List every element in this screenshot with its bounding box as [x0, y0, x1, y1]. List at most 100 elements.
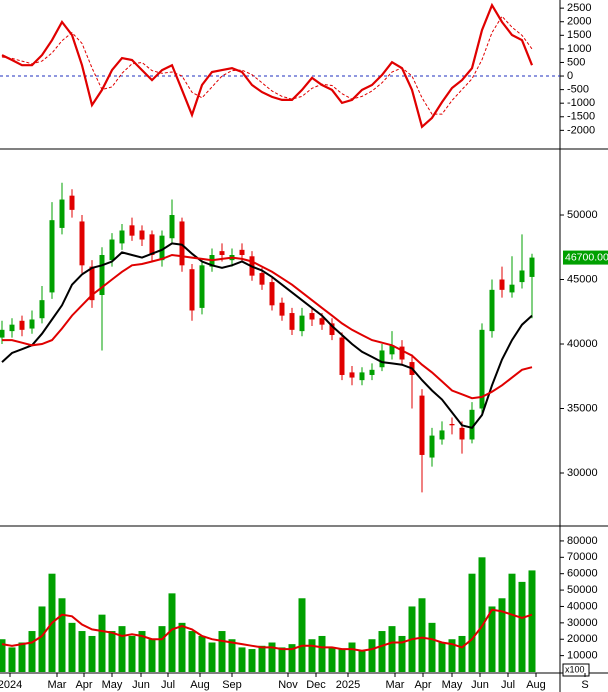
volume-bar [388, 626, 396, 672]
x-tick-label: Jun [471, 679, 489, 691]
candle-body [169, 215, 175, 239]
candle-body [359, 372, 365, 381]
candle-body [529, 257, 535, 277]
volume-bar [258, 645, 266, 672]
volume-bar [288, 644, 296, 672]
candle-body [29, 319, 35, 329]
last-price-box [563, 250, 608, 265]
y-tick-label: 50000 [567, 209, 598, 221]
y-tick-label: 70000 [567, 551, 598, 563]
y-tick-label: -1500 [567, 111, 595, 123]
volume-bar [38, 606, 46, 672]
y-tick-label: -2000 [567, 124, 595, 136]
volume-bar [238, 647, 246, 672]
volume-bar [28, 631, 36, 672]
candle-body [239, 249, 245, 256]
volume-bar [78, 631, 86, 672]
volume-bar [0, 639, 6, 672]
volume-bar [448, 639, 456, 672]
candle-body [469, 409, 475, 440]
volume-bar [338, 649, 346, 672]
volume-bar [318, 635, 326, 672]
volume-bar [398, 635, 406, 672]
x-tick-label: Jul [501, 679, 515, 691]
candle-body [9, 324, 15, 332]
volume-bar [8, 647, 16, 672]
volume-bar [228, 639, 236, 672]
candle-body [399, 346, 405, 360]
x-tick-label: 2025 [336, 679, 360, 691]
oscillator-line [1, 2, 534, 129]
candle-body [299, 315, 305, 332]
x-tick-label: Jul [161, 679, 175, 691]
y-tick-label: 2500 [567, 2, 591, 14]
volume-bar [368, 639, 376, 672]
x-tick-label: Nov [278, 679, 298, 691]
volume-bar [68, 622, 76, 672]
candle-body [449, 423, 455, 426]
volume-bar [88, 635, 96, 672]
candle-body [59, 199, 65, 228]
x-tick-label: S [581, 679, 588, 691]
y-tick-label: 1000 [567, 43, 591, 55]
volume-bar [378, 631, 386, 672]
volume-bar [328, 647, 336, 672]
last-price-label: 46700.00 [565, 251, 608, 263]
candle-body [279, 302, 285, 316]
volume-bar [248, 649, 256, 672]
volume-bar [118, 626, 126, 672]
volume-bar [178, 622, 186, 672]
volume-bar [218, 631, 226, 672]
x-tick-label: Jun [132, 679, 150, 691]
candle-body [0, 329, 5, 338]
candle-body [349, 372, 355, 378]
x-tick-label: Apr [414, 679, 431, 691]
y-tick-label: 1500 [567, 29, 591, 41]
volume-bar [358, 650, 366, 672]
x-tick-label: Apr [75, 679, 92, 691]
candle-body [309, 313, 315, 320]
x-tick-label: Aug [526, 679, 546, 691]
candle-body [389, 345, 395, 355]
volume-bar [518, 581, 526, 672]
unit-label: x100 [565, 664, 585, 674]
candle-body [149, 234, 155, 256]
volume-bar [498, 598, 506, 672]
volume-bar [148, 639, 156, 672]
y-tick-label: 30000 [567, 467, 598, 479]
candle-body [159, 235, 165, 261]
candle-body [69, 195, 75, 210]
x-tick-label: Mar [386, 679, 405, 691]
volume-bar [198, 635, 206, 672]
volume-bar [128, 635, 136, 672]
candle-body [289, 313, 295, 330]
candle-body [479, 329, 485, 409]
y-tick-label: 10000 [567, 650, 598, 662]
candle-body [339, 337, 345, 375]
unit-box [562, 663, 590, 677]
volume-bar [478, 557, 486, 672]
y-tick-label: 50000 [567, 584, 598, 596]
y-tick-label: 45000 [567, 273, 598, 285]
y-tick-label: 60000 [567, 568, 598, 580]
candle-body [219, 251, 225, 256]
y-tick-label: 2000 [567, 16, 591, 28]
candle-body [109, 239, 115, 261]
x-tick-label: Aug [190, 679, 210, 691]
candle-body [99, 255, 105, 295]
candle-body [379, 350, 385, 368]
candle-body [189, 269, 195, 311]
y-tick-label: 0 [567, 70, 573, 82]
volume-bar [208, 642, 216, 672]
volume-bar [308, 639, 316, 672]
volume-bar [508, 573, 516, 672]
y-tick-label: 40000 [567, 338, 598, 350]
volume-bar [98, 614, 106, 672]
candle-body [509, 284, 515, 293]
y-tick-label: 40000 [567, 600, 598, 612]
x-tick-label: May [442, 679, 463, 691]
volume-ma-line [1, 608, 533, 652]
volume-bar [438, 642, 446, 672]
volume-bar [158, 626, 166, 672]
